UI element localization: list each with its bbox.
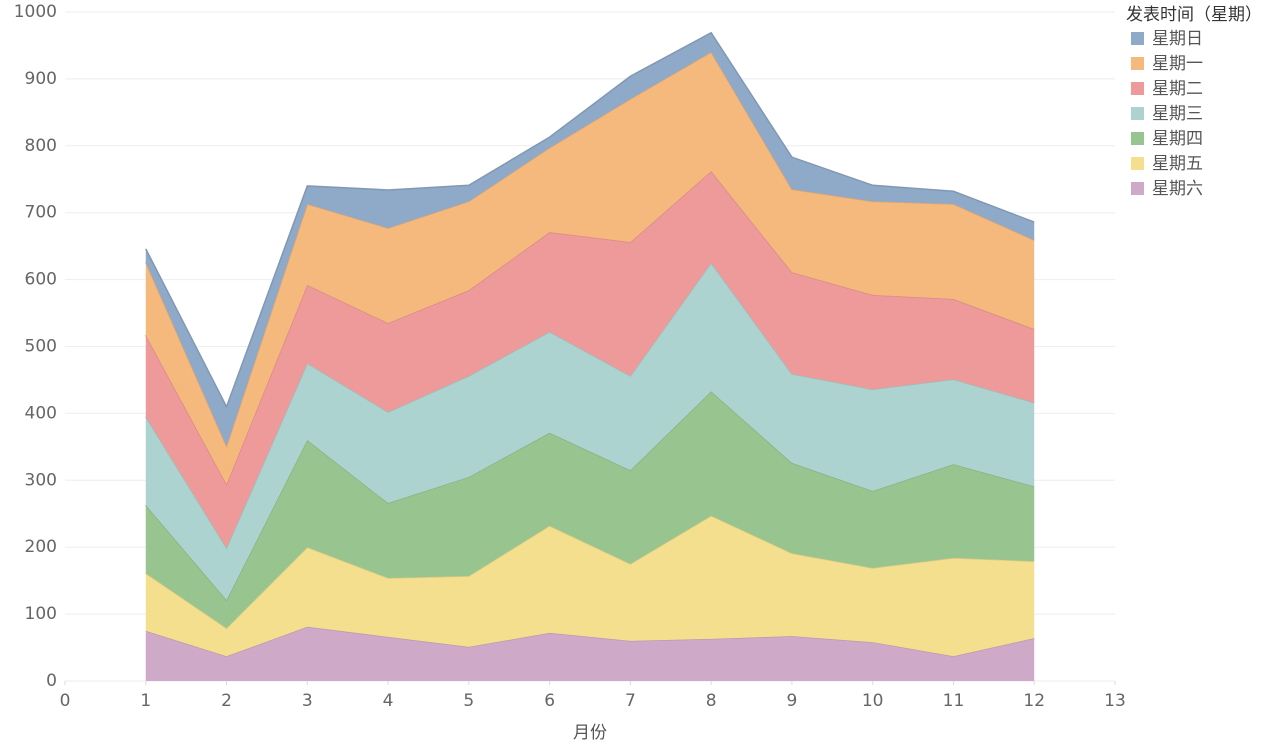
area [145,262,1035,601]
area [145,515,1035,657]
area-edge [145,31,1035,409]
x-tick-label: 12 [1023,691,1045,711]
y-tick-label: 100 [25,604,57,624]
y-tick-label: 600 [25,270,57,290]
legend-label: 星期一 [1152,54,1203,74]
x-tick-label: 8 [706,691,717,711]
legend-label: 星期六 [1152,179,1203,199]
x-tick-label: 4 [383,691,394,711]
area-edge [145,626,1035,658]
area [145,171,1035,548]
x-tick-label: 0 [60,691,71,711]
x-tick-label: 11 [943,691,965,711]
legend-swatch [1131,157,1144,170]
area [145,626,1035,681]
x-tick-label: 13 [1104,691,1126,711]
x-tick-label: 10 [862,691,884,711]
x-tick-label: 3 [302,691,313,711]
y-tick-label: 900 [25,69,57,89]
area [145,32,1035,447]
x-tick-label: 1 [140,691,151,711]
y-tick-label: 1000 [14,2,57,22]
legend-swatch [1131,57,1144,70]
x-tick-label: 6 [544,691,555,711]
x-axis-label: 月份 [573,723,607,743]
area [145,391,1035,629]
y-tick-label: 700 [25,203,57,223]
x-tick-label: 7 [625,691,636,711]
legend-label: 星期四 [1152,129,1203,149]
legend-label: 星期二 [1152,79,1203,99]
y-tick-label: 500 [25,337,57,357]
legend-swatch [1131,107,1144,120]
legend-swatch [1131,132,1144,145]
legend-label: 星期五 [1152,154,1203,174]
y-tick-label: 400 [25,403,57,423]
legend-swatch [1131,82,1144,95]
legend-swatch [1131,182,1144,195]
legend-title: 发表时间（星期） [1126,5,1262,25]
legend-swatch [1131,32,1144,45]
y-tick-label: 300 [25,470,57,490]
x-tick-label: 9 [787,691,798,711]
x-tick-label: 2 [221,691,232,711]
area [145,52,1035,485]
y-tick-label: 200 [25,537,57,557]
y-tick-label: 800 [25,136,57,156]
legend-label: 星期日 [1152,29,1203,49]
legend-label: 星期三 [1152,104,1203,124]
x-tick-label: 5 [463,691,474,711]
y-tick-label: 0 [46,671,57,691]
